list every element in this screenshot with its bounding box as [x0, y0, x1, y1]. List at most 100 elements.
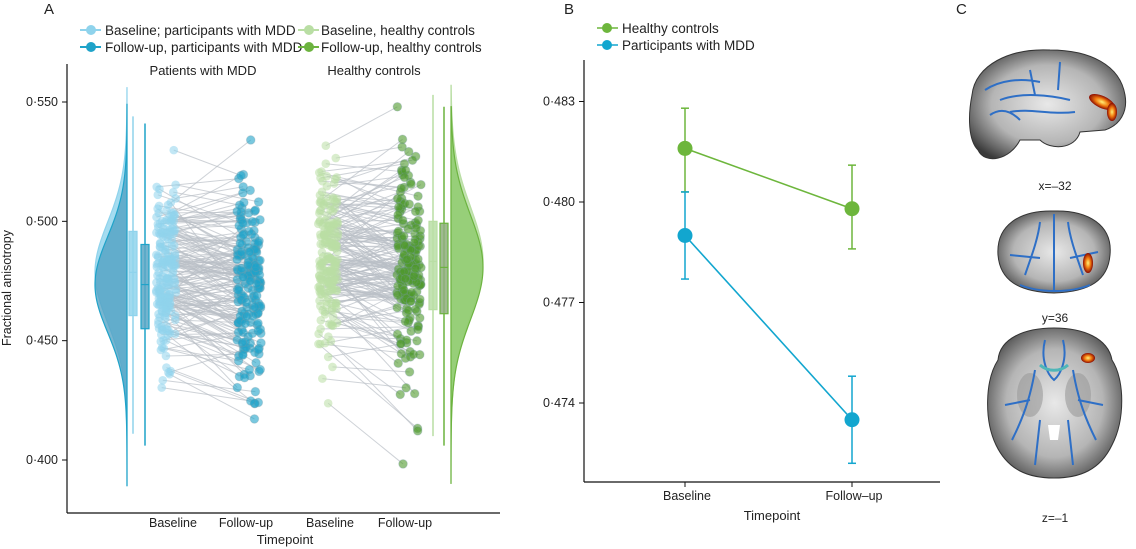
- point-followup-hc: [412, 336, 422, 346]
- pair-line-mdd: [173, 191, 240, 206]
- legend-item-mdd: Participants with MDD: [597, 38, 755, 53]
- legend-item-mdd-baseline: Baseline; participants with MDD: [80, 23, 296, 38]
- point-followup-hc: [403, 224, 413, 234]
- point-followup-hc: [401, 383, 411, 393]
- point-followup-mdd: [238, 327, 249, 338]
- y-axis-label-a: Fractional anisotropy: [0, 229, 14, 346]
- legend-item-mdd-followup: Follow-up, participants with MDD: [80, 40, 303, 55]
- legend-marker: [86, 42, 96, 52]
- pair-line-mdd: [165, 289, 238, 301]
- point-baseline-mdd: [157, 325, 167, 334]
- pair-line-hc: [328, 336, 401, 340]
- legend-marker: [304, 42, 314, 52]
- point-baseline-mdd: [153, 271, 162, 280]
- point-baseline-hc: [316, 301, 325, 311]
- pair-line-mdd: [173, 265, 242, 269]
- point-followup-mdd: [253, 197, 264, 207]
- legend-item-hc-followup: Follow-up, healthy controls: [298, 40, 482, 55]
- point-baseline-mdd: [163, 256, 173, 265]
- point-followup-hc: [397, 215, 408, 226]
- point-followup-hc: [410, 206, 421, 217]
- point-followup-mdd: [245, 135, 256, 145]
- point-followup-mdd: [233, 285, 244, 296]
- point-baseline-hc: [333, 232, 342, 241]
- x-tick-label: Baseline: [663, 489, 711, 503]
- point-baseline-hc: [318, 240, 328, 250]
- pair-line-hc: [335, 146, 403, 159]
- pair-line-hc: [320, 326, 419, 330]
- point-followup-mdd: [249, 414, 260, 424]
- point-followup-hc: [413, 324, 423, 335]
- point-baseline-hc: [322, 198, 331, 207]
- point-followup-hc: [405, 296, 416, 307]
- panel-label-a: A: [44, 1, 54, 18]
- point-followup-hc: [400, 273, 411, 284]
- point-baseline-mdd: [169, 216, 179, 226]
- pair-line-hc: [324, 191, 401, 222]
- pair-line-hc: [334, 198, 398, 209]
- legend-item-hc-baseline: Baseline, healthy controls: [298, 23, 475, 38]
- y-tick-label: 0·400: [26, 453, 58, 467]
- legend-label: Follow-up, participants with MDD: [105, 40, 303, 55]
- pair-line-mdd: [162, 347, 239, 362]
- point-baseline-mdd: [171, 180, 180, 190]
- panel-label-c: C: [956, 1, 967, 18]
- y-tick-label: 0·550: [26, 95, 58, 109]
- point-baseline-mdd: [161, 336, 171, 345]
- point-followup-hc: [402, 254, 412, 265]
- point-followup-hc: [398, 459, 408, 469]
- point-baseline-mdd: [163, 298, 173, 307]
- point-baseline-mdd: [169, 241, 179, 250]
- pair-line-hc: [325, 106, 398, 147]
- slice-label-axial: z=–1: [1042, 511, 1069, 525]
- point-baseline-mdd: [153, 204, 162, 214]
- point-followup-mdd: [250, 386, 261, 397]
- legend-marker: [602, 40, 612, 50]
- box-mdd-baseline: [128, 230, 138, 317]
- pair-line-hc: [336, 245, 405, 291]
- point-baseline-mdd: [163, 262, 173, 272]
- point-followup-mdd: [255, 364, 266, 375]
- data-point-healthy-controls: [844, 201, 860, 217]
- point-followup-hc: [392, 101, 403, 112]
- pair-line-mdd: [168, 348, 245, 374]
- point-followup-mdd: [241, 311, 252, 322]
- brain-slice-coronal: y=36: [997, 210, 1111, 325]
- point-followup-hc: [396, 339, 406, 349]
- y-ticks-b: 0·474 0·477 0·480 0·483: [543, 95, 584, 410]
- point-followup-mdd: [232, 254, 242, 265]
- point-followup-mdd: [241, 297, 252, 308]
- pair-line-mdd: [165, 297, 245, 375]
- point-baseline-hc: [323, 352, 333, 362]
- density-mdd-followup: [94, 103, 128, 487]
- point-followup-hc: [410, 263, 421, 274]
- point-followup-hc: [392, 329, 403, 340]
- point-followup-mdd: [245, 396, 256, 406]
- point-followup-hc: [403, 146, 414, 157]
- point-followup-hc: [407, 155, 418, 166]
- point-followup-mdd: [238, 218, 248, 229]
- pair-line-mdd: [171, 174, 244, 214]
- point-baseline-hc: [321, 159, 331, 169]
- x-tick-label: Follow-up: [378, 516, 432, 530]
- point-followup-hc: [392, 302, 402, 313]
- pair-line-hc: [333, 316, 409, 324]
- point-followup-hc: [416, 179, 426, 190]
- point-followup-mdd: [232, 382, 243, 393]
- pair-line-hc: [336, 256, 411, 267]
- point-followup-hc: [408, 349, 419, 360]
- pair-line-hc: [328, 342, 407, 358]
- pair-line-hc: [331, 239, 406, 280]
- point-baseline-mdd: [154, 300, 164, 310]
- point-followup-mdd: [237, 337, 248, 348]
- point-baseline-mdd: [168, 224, 177, 233]
- legend-label: Healthy controls: [622, 21, 719, 36]
- box-hc-baseline: [428, 220, 438, 311]
- y-tick-label: 0·483: [543, 95, 575, 109]
- y-tick-label: 0·450: [26, 334, 58, 348]
- point-baseline-hc: [317, 187, 327, 197]
- point-baseline-mdd: [153, 252, 163, 262]
- pair-line-mdd: [175, 186, 244, 199]
- point-baseline-hc: [316, 339, 325, 349]
- group-title-hc: Healthy controls: [327, 63, 421, 78]
